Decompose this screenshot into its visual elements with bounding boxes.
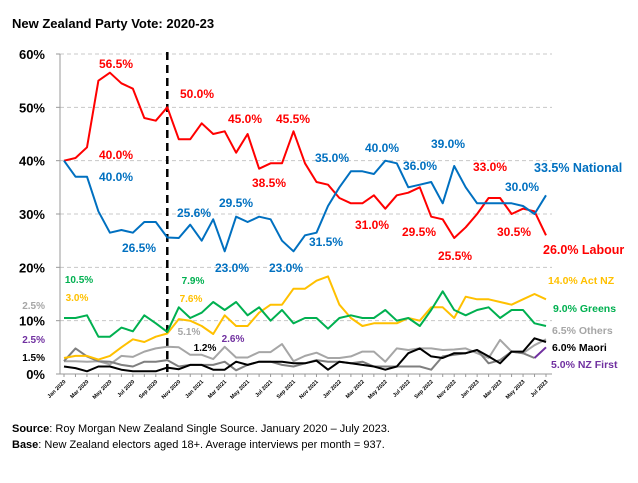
annotation: 45.0%	[228, 112, 262, 126]
annotation: 40.0%	[99, 170, 133, 184]
source-note: Source: Roy Morgan New Zealand Single So…	[12, 423, 390, 435]
annotation: 23.0%	[269, 261, 303, 275]
x-tick-label: May 2023	[505, 379, 527, 401]
legend-end-labels: 26.0% Labour 33.5% National 14.0% Act NZ 9.…	[534, 161, 624, 371]
end-label-greens: 9.0% Greens	[553, 303, 616, 315]
annotation: 35.0%	[315, 151, 349, 165]
annotation: 5.1%	[178, 327, 201, 338]
y-tick-label: 10%	[19, 314, 45, 329]
y-tick-label: 30%	[19, 207, 45, 222]
x-tick-label: May 2021	[229, 379, 251, 401]
series-line-nz-first	[63, 347, 535, 372]
annotation: 1.5%	[22, 353, 45, 364]
annotation: 10.5%	[65, 275, 93, 286]
end-label-nz-first: 5.0% NZ First	[551, 359, 618, 371]
annotation: 36.0%	[403, 159, 437, 173]
y-axis-ticks: 0% 10% 20% 30% 40% 50% 60%	[19, 47, 61, 382]
annotation: 45.5%	[276, 112, 310, 126]
x-tick-label: May 2020	[92, 379, 114, 401]
annotation: 33.0%	[473, 160, 507, 174]
chart-title: New Zealand Party Vote: 2020-23	[12, 16, 215, 31]
base-text: : New Zealand electors aged 18+. Average…	[38, 439, 385, 451]
annotation: 50.0%	[180, 87, 214, 101]
y-tick-label: 0%	[26, 367, 45, 382]
series-lines	[63, 71, 547, 373]
end-label-labour: 26.0% Labour	[543, 243, 624, 257]
base-label: Base	[12, 439, 39, 451]
annotations: 56.5% 40.0% 40.0% 26.5% 50.0% 25.6% 29.5…	[22, 57, 539, 364]
x-tick-label: Nov 2020	[161, 379, 182, 400]
annotation: 31.5%	[309, 235, 343, 249]
x-tick-label: Mar 2021	[207, 379, 228, 400]
annotation: 38.5%	[252, 176, 286, 190]
annotation: 29.5%	[219, 196, 253, 210]
annotation: 40.0%	[99, 148, 133, 162]
end-label-others: 6.5% Others	[552, 325, 613, 337]
series-line-others	[64, 338, 547, 366]
x-tick-label: Jan 2020	[47, 379, 68, 400]
annotation: 30.0%	[505, 180, 539, 194]
source-label: Source	[12, 423, 50, 435]
annotation: 26.5%	[122, 241, 156, 255]
x-tick-label: Mar 2020	[69, 379, 90, 400]
x-tick-label: Nov 2022	[436, 379, 457, 400]
x-tick-label: May 2022	[367, 379, 389, 401]
y-tick-label: 60%	[19, 47, 45, 62]
x-tick-label: Sep 2021	[276, 379, 297, 400]
annotation: 2.5%	[22, 335, 45, 346]
annotation: 39.0%	[431, 137, 465, 151]
base-note: Base: New Zealand electors aged 18+. Ave…	[12, 439, 385, 451]
series-line-labour	[63, 71, 547, 239]
series-line-maori	[63, 337, 547, 373]
x-tick-label: Jul 2020	[117, 379, 137, 399]
annotation: 29.5%	[402, 225, 436, 239]
x-tick-label: Jul 2021	[254, 379, 274, 399]
annotation: 25.6%	[177, 206, 211, 220]
annotation: 2.6%	[222, 334, 245, 345]
annotation: 3.0%	[66, 293, 89, 304]
end-label-act-nz: 14.0% Act NZ	[548, 275, 615, 287]
y-tick-label: 20%	[19, 260, 45, 275]
x-tick-label: Nov 2021	[299, 379, 320, 400]
x-tick-label: Sep 2020	[138, 379, 159, 400]
end-label-maori: 6.0% Maori	[552, 342, 607, 354]
series-line-end-nz-first	[533, 346, 547, 359]
annotation: 7.6%	[180, 294, 203, 305]
annotation: 31.0%	[355, 218, 389, 232]
x-tick-label: Jan 2021	[184, 379, 205, 400]
annotation: 7.9%	[182, 276, 205, 287]
y-tick-label: 50%	[19, 100, 45, 115]
x-tick-label: Jul 2023	[530, 379, 550, 399]
gridlines	[60, 53, 552, 322]
x-tick-label: Mar 2023	[483, 379, 504, 400]
annotation: 1.2%	[194, 343, 217, 354]
x-tick-label: Mar 2022	[345, 379, 366, 400]
x-tick-label: Jul 2022	[392, 379, 412, 399]
source-text: : Roy Morgan New Zealand Single Source. …	[49, 423, 390, 435]
end-label-national: 33.5% National	[534, 161, 622, 175]
series-line-act-nz	[63, 275, 547, 361]
series-line-national	[63, 159, 547, 253]
annotation: 25.5%	[438, 249, 472, 263]
annotation: 2.5%	[22, 301, 45, 312]
x-tick-label: Jan 2022	[322, 379, 343, 400]
y-tick-label: 40%	[19, 154, 45, 169]
annotation: 40.0%	[365, 141, 399, 155]
x-tick-label: Jan 2023	[460, 379, 481, 400]
series-line-greens	[64, 290, 547, 338]
annotation: 56.5%	[99, 57, 133, 71]
x-tick-label: Sep 2022	[414, 379, 435, 400]
x-axis: Jan 2020 Mar 2020 May 2020 Jul 2020 Sep 2020…	[47, 373, 552, 401]
annotation: 30.5%	[497, 225, 531, 239]
annotation: 23.0%	[215, 261, 249, 275]
